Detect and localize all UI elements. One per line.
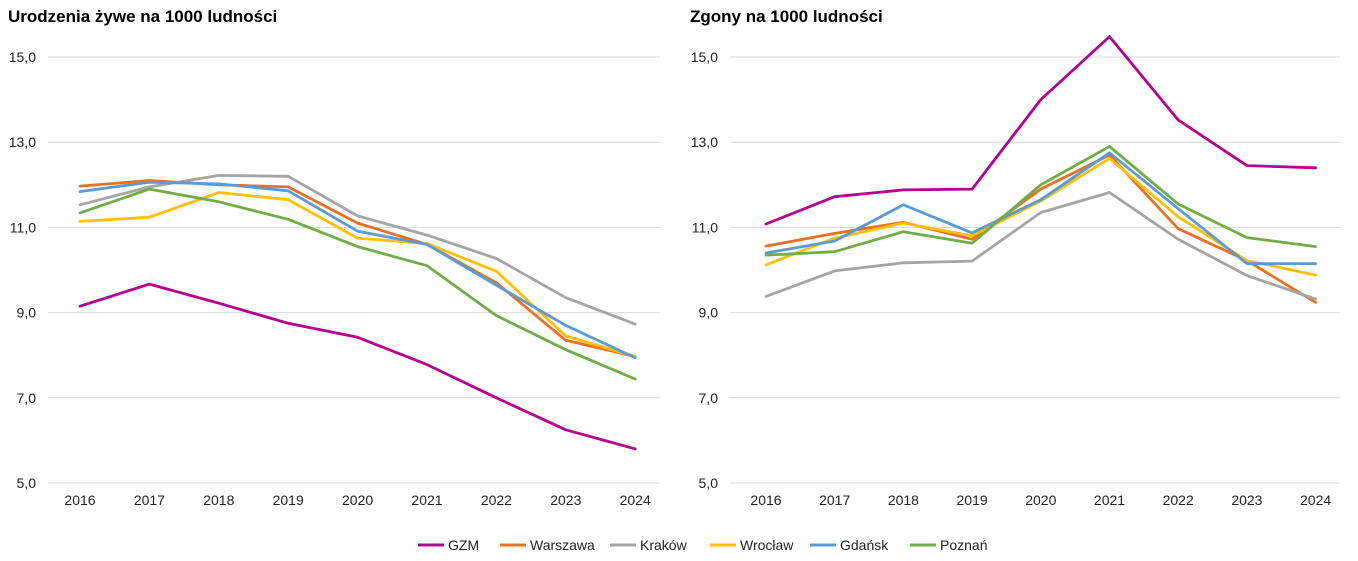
births-x-tick-label: 2018 xyxy=(203,492,234,508)
births-x-tick-label: 2024 xyxy=(620,492,651,508)
deaths-series-line-gzm xyxy=(764,35,1317,226)
deaths-y-tick-label: 15,0 xyxy=(691,49,718,65)
legend-label-poznań: Poznań xyxy=(940,537,987,553)
births-series-line-poznań xyxy=(78,187,637,381)
legend: GZM Warszawa Kraków Wrocław Gdańsk Poznań xyxy=(418,537,987,553)
deaths-series-line-poznań xyxy=(764,145,1317,257)
legend-label-wrocław: Wrocław xyxy=(740,537,794,553)
deaths-series-line-warszawa xyxy=(764,153,1317,304)
births-x-tick-label: 2019 xyxy=(273,492,304,508)
deaths-x-tick-label: 2019 xyxy=(957,492,988,508)
births-y-tick-label: 5,0 xyxy=(17,475,37,491)
deaths-x-tick-label: 2021 xyxy=(1094,492,1125,508)
deaths-x-tick-label: 2023 xyxy=(1231,492,1262,508)
births-x-tick-label: 2022 xyxy=(481,492,512,508)
legend-label-kraków: Kraków xyxy=(640,537,688,553)
legend-label-warszawa: Warszawa xyxy=(530,537,595,553)
births-x-tick-label: 2021 xyxy=(411,492,442,508)
births-y-tick-label: 15,0 xyxy=(9,49,36,65)
births-series-line-kraków xyxy=(78,173,637,326)
births-chart: Urodzenia żywe na 1000 ludności 5,0 7,0 9,… xyxy=(8,7,660,508)
births-y-tick-label: 11,0 xyxy=(10,219,36,235)
deaths-y-tick-label: 5,0 xyxy=(699,475,719,491)
births-x-tick-label: 2023 xyxy=(550,492,581,508)
deaths-x-tick-label: 2016 xyxy=(750,492,781,508)
deaths-chart: Zgony na 1000 ludności 5,0 7,0 9,0 11,0 13,0… xyxy=(690,7,1340,508)
births-x-tick-label: 2020 xyxy=(342,492,373,508)
deaths-x-tick-label: 2017 xyxy=(819,492,850,508)
births-y-tick-label: 9,0 xyxy=(17,305,37,321)
legend-label-gdańsk: Gdańsk xyxy=(840,537,889,553)
births-series-line-wrocław xyxy=(78,191,637,358)
births-series-line-gzm xyxy=(78,282,637,451)
births-series-line-gdańsk xyxy=(78,180,637,360)
deaths-series-line-kraków xyxy=(764,191,1317,301)
deaths-y-tick-label: 11,0 xyxy=(692,219,718,235)
deaths-x-tick-label: 2022 xyxy=(1163,492,1194,508)
births-x-tick-label: 2017 xyxy=(134,492,165,508)
births-x-tick-label: 2016 xyxy=(64,492,95,508)
deaths-series-line-wrocław xyxy=(764,156,1317,277)
births-chart-title: Urodzenia żywe na 1000 ludności xyxy=(8,7,277,26)
deaths-x-tick-label: 2024 xyxy=(1300,492,1331,508)
deaths-chart-title: Zgony na 1000 ludności xyxy=(690,7,883,26)
legend-label-gzm: GZM xyxy=(448,537,479,553)
deaths-y-tick-label: 13,0 xyxy=(691,134,718,150)
deaths-y-tick-label: 7,0 xyxy=(699,390,719,406)
births-y-tick-label: 13,0 xyxy=(9,134,36,150)
deaths-x-tick-label: 2020 xyxy=(1025,492,1056,508)
deaths-series-line-gdańsk xyxy=(764,151,1317,266)
deaths-y-tick-label: 9,0 xyxy=(699,305,719,321)
births-y-tick-label: 7,0 xyxy=(17,390,37,406)
deaths-x-tick-label: 2018 xyxy=(888,492,919,508)
births-series-line-warszawa xyxy=(78,179,637,358)
